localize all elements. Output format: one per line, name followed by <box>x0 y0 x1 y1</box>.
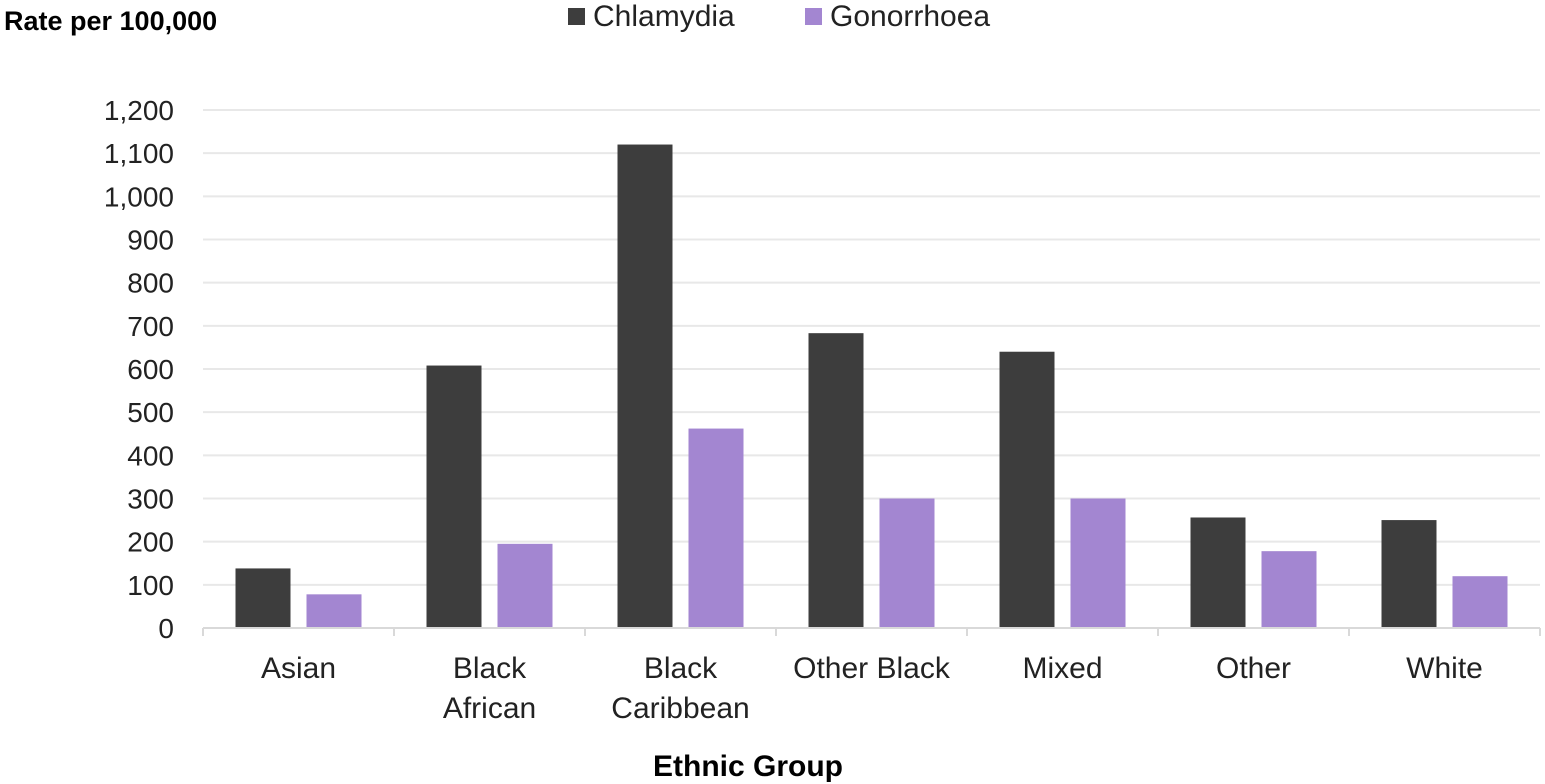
y-tick-label: 1,100 <box>104 138 174 169</box>
x-axis: Asian Black African Black Caribbean Other Bla… <box>202 627 1541 725</box>
legend-label-gonorrhoea: Gonorrhoea <box>830 0 990 33</box>
category-label: Other <box>1216 652 1291 685</box>
y-tick-label: 900 <box>127 225 174 256</box>
y-tick-label: 0 <box>158 613 174 644</box>
bar-chlamydia <box>426 365 482 628</box>
bar-gonorrhoea <box>1070 498 1126 628</box>
legend-swatch-gonorrhoea <box>805 8 822 25</box>
y-tick-label: 600 <box>127 354 174 385</box>
y-tick-label: 100 <box>127 570 174 601</box>
bar-chlamydia <box>1190 517 1246 628</box>
y-tick-label: 700 <box>127 311 174 342</box>
bar-chlamydia <box>235 568 291 628</box>
bars <box>235 144 1508 629</box>
bar-gonorrhoea <box>1261 551 1317 628</box>
x-axis-title: Ethnic Group <box>653 750 843 783</box>
y-axis-ticks: 0 100 200 300 400 500 600 700 800 900 1,000 1,100 1,… <box>104 95 174 644</box>
bar-gonorrhoea <box>688 428 744 628</box>
y-tick-label: 400 <box>127 440 174 471</box>
gridlines <box>203 109 1540 586</box>
y-tick-label: 800 <box>127 268 174 299</box>
bar-chlamydia <box>617 144 673 629</box>
bar-gonorrhoea <box>306 594 362 628</box>
legend: Chlamydia Gonorrhoea <box>568 0 990 33</box>
bar-gonorrhoea <box>497 543 553 628</box>
y-tick-label: 1,200 <box>104 95 174 126</box>
category-label: Mixed <box>1022 652 1102 685</box>
category-label: Asian <box>261 652 336 685</box>
category-label: White <box>1406 652 1483 685</box>
legend-swatch-chlamydia <box>568 8 585 25</box>
bar-gonorrhoea <box>879 498 935 628</box>
y-tick-label: 200 <box>127 527 174 558</box>
category-label: Black Caribbean <box>611 652 749 725</box>
y-axis-title: Rate per 100,000 <box>4 6 217 36</box>
bar-gonorrhoea <box>1452 576 1508 628</box>
bar-chlamydia <box>999 351 1055 628</box>
bar-chlamydia <box>1381 520 1437 628</box>
y-tick-label: 1,000 <box>104 181 174 212</box>
y-tick-label: 300 <box>127 484 174 515</box>
y-tick-label: 500 <box>127 397 174 428</box>
category-label: Black African <box>443 652 536 725</box>
bar-chlamydia <box>808 333 864 628</box>
category-label: Other Black <box>793 652 951 685</box>
legend-label-chlamydia: Chlamydia <box>593 0 735 33</box>
